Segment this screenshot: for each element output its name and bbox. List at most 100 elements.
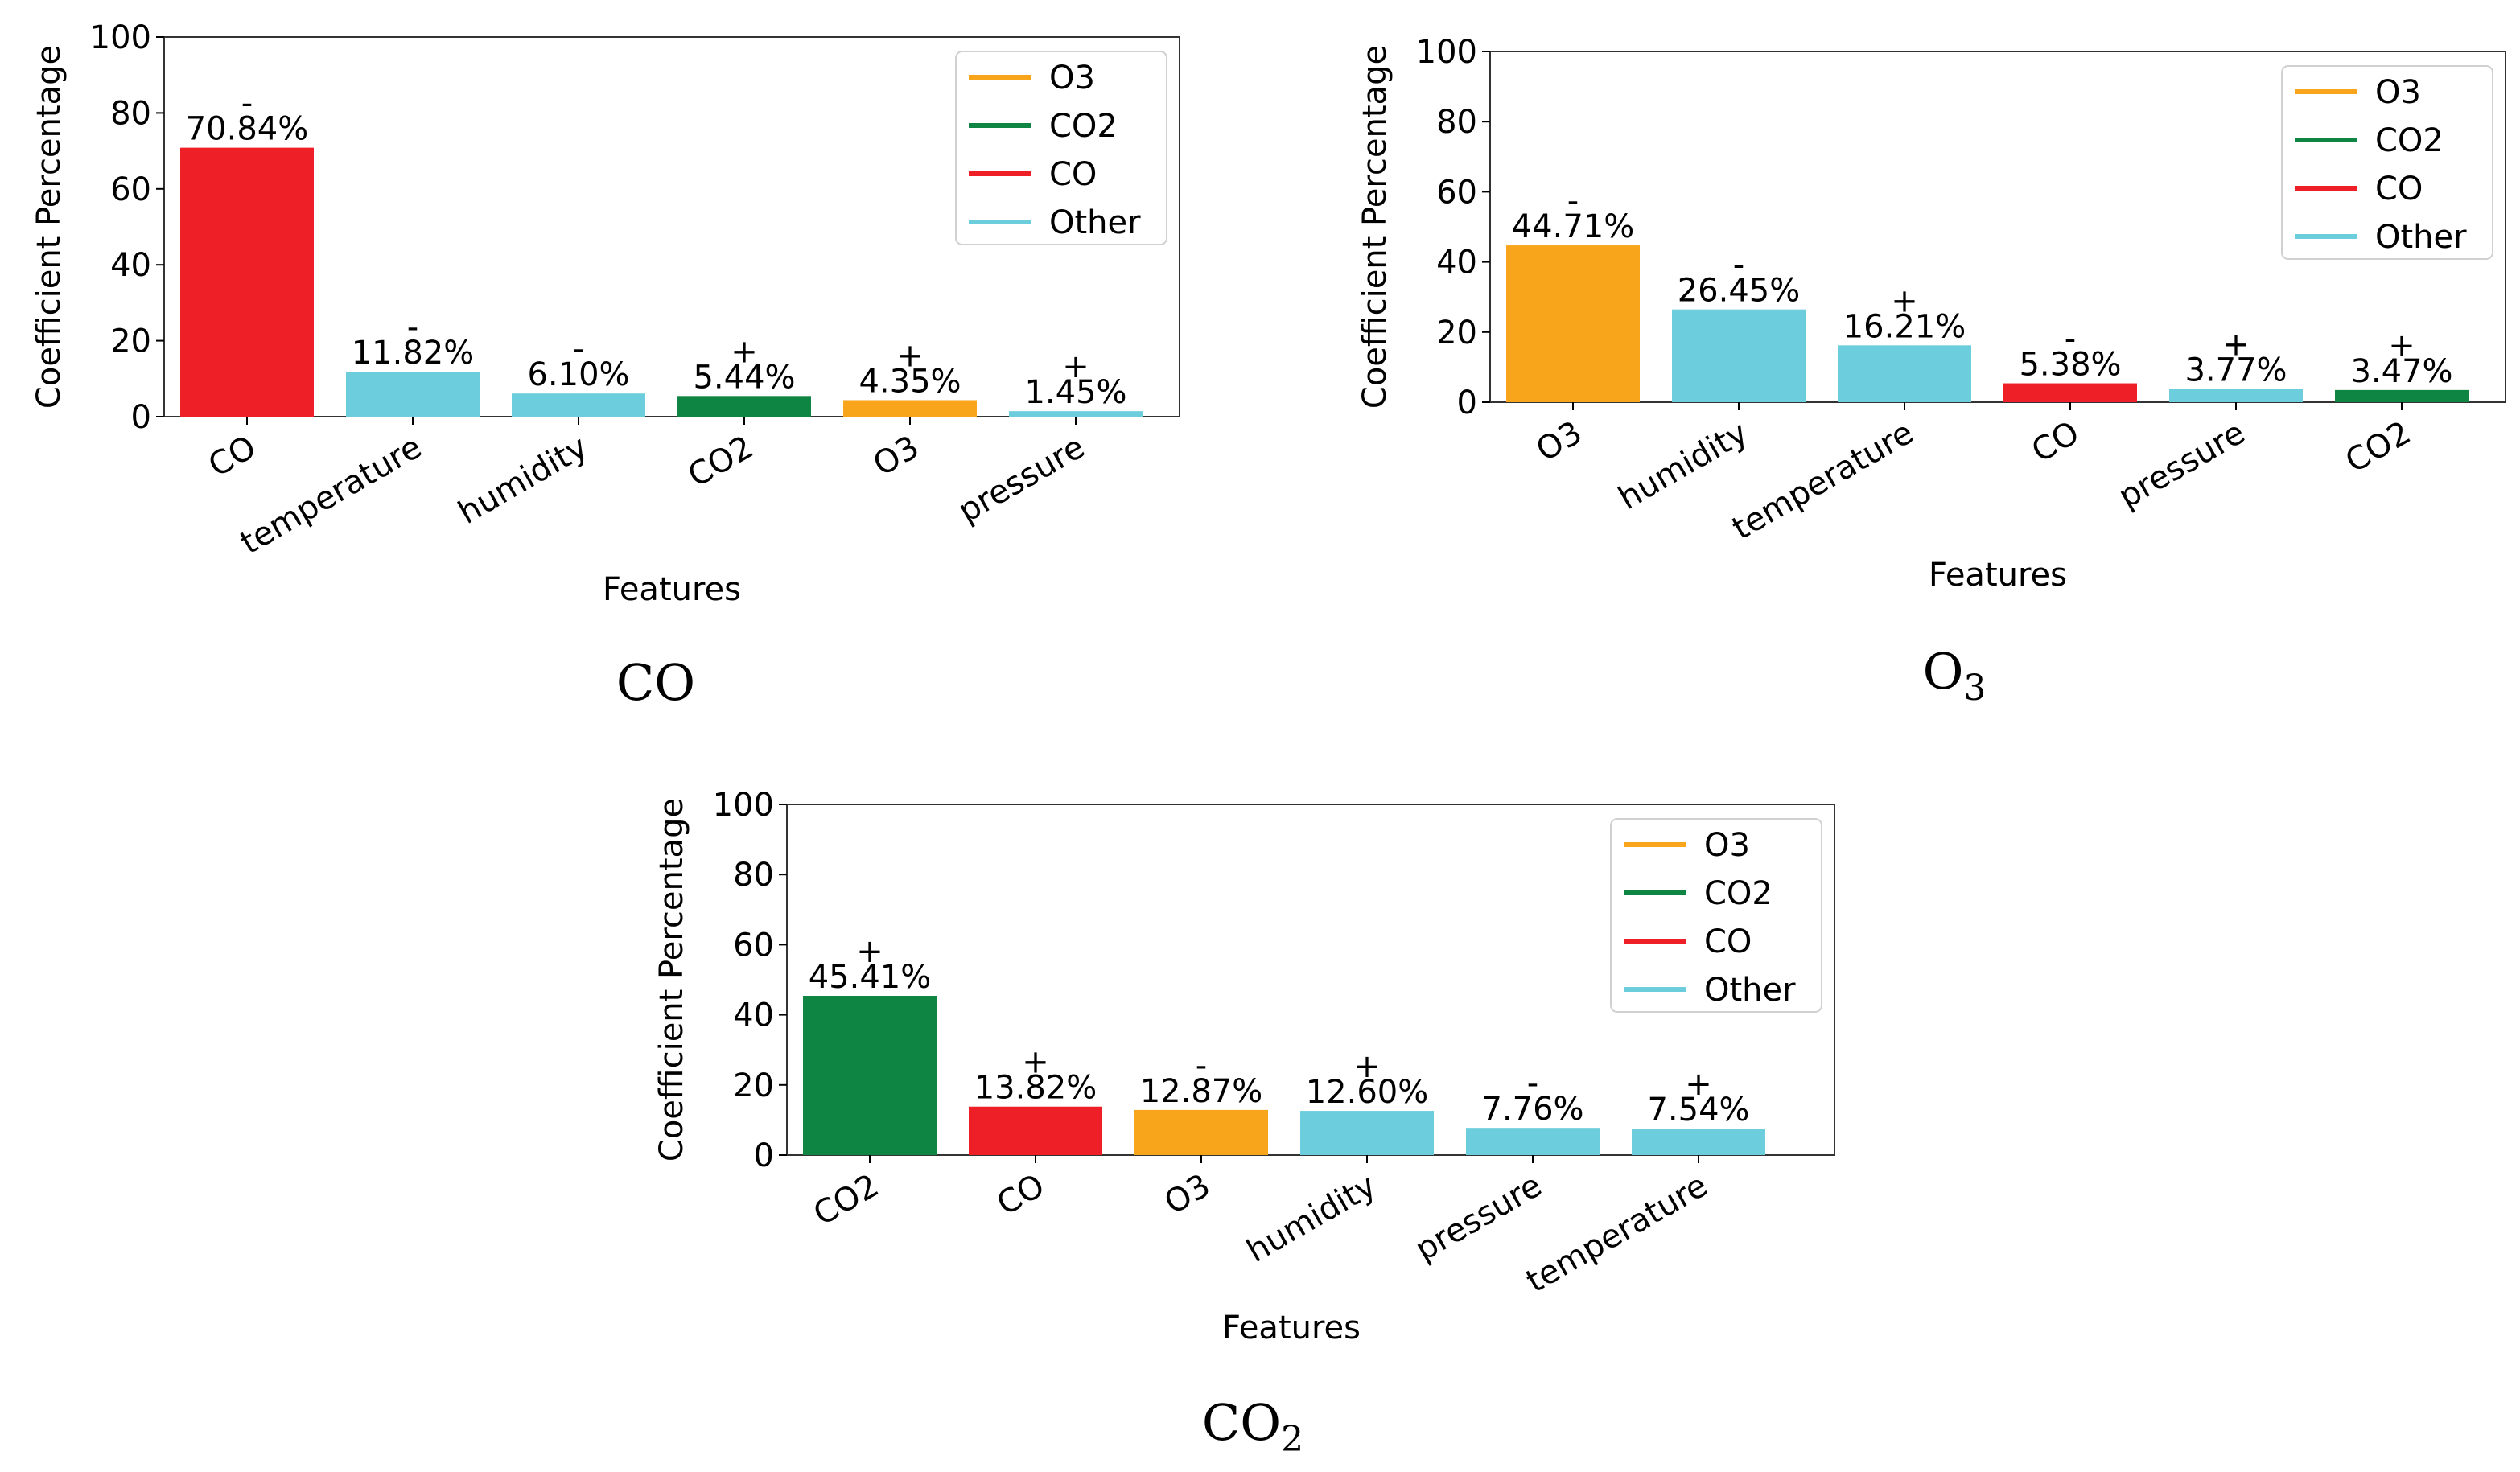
legend-entry-O3: O3 <box>2375 74 2421 111</box>
y-axis-label: Coefficient Percentage <box>31 45 68 409</box>
x-tick-label: O3 <box>1159 1167 1217 1222</box>
y-axis-label: Coefficient Percentage <box>653 798 690 1162</box>
x-tick-label: humidity <box>1612 414 1754 517</box>
y-tick-label: 0 <box>131 399 151 436</box>
bar-CO2 <box>677 396 811 417</box>
bar-sign-label: + <box>1891 282 1918 319</box>
bar-value-label: 12.60% <box>1306 1074 1429 1111</box>
legend-entry-CO2: CO2 <box>1049 108 1118 145</box>
bar-value-label: 3.47% <box>2350 353 2452 390</box>
legend: O3 CO2 CO Other <box>1610 818 1822 1013</box>
bar-value-label: 12.87% <box>1140 1073 1263 1110</box>
y-tick-label: 20 <box>110 323 151 360</box>
bar-CO <box>969 1106 1102 1155</box>
x-tick-label: O3 <box>1530 414 1588 469</box>
bar-sign-label: - <box>1733 247 1744 284</box>
bar-sign-label: + <box>896 337 924 374</box>
legend-box <box>955 51 1167 245</box>
chart-panel-3: 0 20 40 60 80 100 Coefficient Percentage 45.41%… <box>653 787 1835 1460</box>
bar-sign-label: - <box>2065 321 2076 358</box>
bar-pressure <box>1009 411 1143 417</box>
x-tick-label: CO <box>2026 414 2086 471</box>
y-tick-label: 80 <box>1436 104 1477 141</box>
x-tick-label: pressure <box>952 429 1091 530</box>
bar-value-label: 5.38% <box>2019 347 2121 384</box>
bar-value-label: 16.21% <box>1843 308 1966 345</box>
y-tick-label: 60 <box>1436 174 1477 211</box>
legend-entry-Other: Other <box>1049 204 1141 241</box>
bar-O3 <box>843 400 977 417</box>
legend-entry-Other: Other <box>2375 219 2467 256</box>
bar-sign-label: - <box>241 85 253 122</box>
x-axis-label: Features <box>603 571 741 608</box>
panel-caption: CO2 <box>1202 1393 1303 1460</box>
y-tick-label: 60 <box>110 171 151 208</box>
x-tick-label: CO2 <box>807 1167 885 1233</box>
bar-value-label: 11.82% <box>352 335 475 372</box>
y-tick-label: 40 <box>733 997 774 1034</box>
bar-sign-label: + <box>731 333 758 370</box>
y-tick-label: 0 <box>754 1137 774 1174</box>
y-tick-label: 80 <box>110 95 151 132</box>
legend-entry-O3: O3 <box>1704 827 1750 864</box>
bar-value-label: 1.45% <box>1024 374 1126 411</box>
x-tick-label: pressure <box>2112 414 2251 516</box>
x-tick-label: temperature <box>234 429 428 562</box>
bar-value-label: 3.77% <box>2184 352 2287 389</box>
y-tick-label: 60 <box>733 927 774 964</box>
bar-humidity <box>1672 309 1806 402</box>
bar-CO2 <box>803 996 937 1155</box>
bar-value-label: 45.41% <box>809 959 932 996</box>
bar-CO2 <box>2335 389 2469 402</box>
x-tick-label: CO2 <box>681 429 760 495</box>
bar-value-label: 13.82% <box>974 1070 1097 1107</box>
bar-value-label: 4.35% <box>859 363 961 400</box>
y-tick-label: 100 <box>90 19 151 56</box>
bar-sign-label: + <box>1353 1048 1381 1085</box>
bar-sign-label: - <box>407 309 418 346</box>
y-axis-label: Coefficient Percentage <box>1357 45 1394 409</box>
bar-sign-label: + <box>1685 1066 1712 1103</box>
legend-entry-Other: Other <box>1704 972 1796 1009</box>
bar-sign-label: - <box>573 331 584 368</box>
chart-panel-2: 0 20 40 60 80 100 Coefficient Percentage 44.71%… <box>1357 34 2506 709</box>
bar-sign-label: + <box>1022 1044 1049 1081</box>
bar-value-label: 7.54% <box>1647 1092 1749 1129</box>
panel-caption: CO <box>616 653 695 712</box>
x-tick-label: temperature <box>1726 414 1920 548</box>
x-axis-label: Features <box>1222 1310 1361 1347</box>
y-tick-label: 80 <box>733 857 774 894</box>
chart-panel-1: 0 20 40 60 80 100 Coefficient Percentage 70.84%… <box>31 19 1180 712</box>
bar-sign-label: + <box>856 933 883 970</box>
axes-frame <box>1489 51 2506 403</box>
legend-entry-CO: CO <box>2375 171 2423 208</box>
legend-entry-CO2: CO2 <box>1704 875 1773 912</box>
axes-frame <box>163 36 1180 417</box>
bar-O3 <box>1506 245 1640 402</box>
bar-temperature <box>1632 1129 1765 1155</box>
y-tick-label: 20 <box>733 1067 774 1104</box>
legend-entry-CO: CO <box>1704 923 1752 960</box>
x-tick-label: pressure <box>1409 1167 1548 1268</box>
bar-temperature <box>346 372 480 417</box>
y-tick-label: 0 <box>1457 384 1477 421</box>
bar-value-label: 6.10% <box>527 356 629 393</box>
x-axis-label: Features <box>1929 557 2067 594</box>
bar-value-label: 70.84% <box>186 111 309 148</box>
y-tick-label: 100 <box>1416 34 1477 71</box>
bar-pressure <box>2169 389 2303 402</box>
y-tick-label: 40 <box>1436 245 1477 282</box>
x-tick-label: CO <box>991 1167 1051 1223</box>
x-tick-label: CO2 <box>2339 414 2417 480</box>
x-tick-label: humidity <box>1241 1167 1382 1270</box>
bar-sign-label: - <box>1527 1065 1538 1102</box>
bar-sign-label: + <box>1062 348 1089 385</box>
y-tick-label: 20 <box>1436 315 1477 352</box>
bar-O3 <box>1134 1109 1268 1155</box>
bar-CO <box>2003 383 2137 402</box>
y-tick-label: 40 <box>110 247 151 284</box>
panel-caption: O3 <box>1923 642 1987 709</box>
bar-value-label: 44.71% <box>1512 208 1635 245</box>
bar-sign-label: + <box>2222 327 2250 364</box>
